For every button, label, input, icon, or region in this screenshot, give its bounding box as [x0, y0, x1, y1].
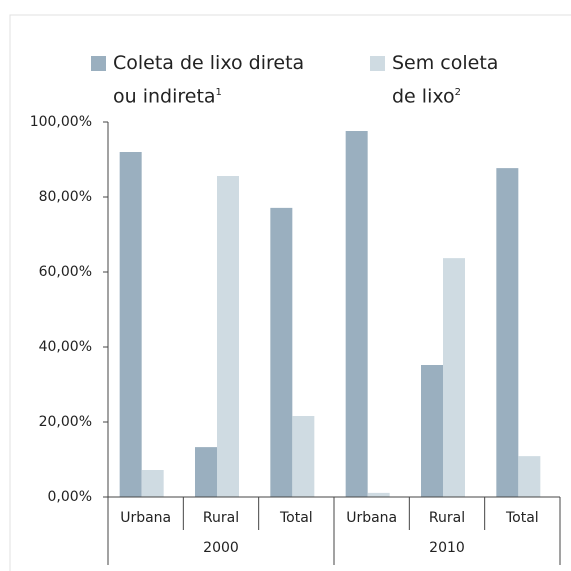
- bar: [367, 492, 390, 497]
- frame: [9, 14, 571, 571]
- legend-label: Sem coleta de lixo: [392, 52, 499, 108]
- bar: [270, 207, 293, 497]
- bar: [217, 176, 239, 497]
- bar: [195, 447, 217, 497]
- y-tick-label: 80,00%: [39, 189, 92, 205]
- legend-swatch: [370, 56, 385, 71]
- bar: [119, 152, 142, 497]
- x-tick-label: Total: [279, 510, 313, 526]
- x-tick-label: Urbana: [120, 510, 171, 526]
- bar: [345, 131, 368, 497]
- y-tick-label: 60,00%: [39, 264, 92, 280]
- legend-entry: Sem coleta de lixo2: [392, 48, 512, 111]
- x-tick-label: Urbana: [346, 510, 397, 526]
- group-label: 2010: [429, 540, 465, 556]
- x-tick-label: Total: [505, 510, 539, 526]
- x-tick-label: Rural: [203, 510, 239, 526]
- bar: [421, 365, 443, 497]
- bar: [292, 416, 315, 497]
- group-label: 2000: [203, 540, 239, 556]
- y-tick-label: 100,00%: [30, 114, 92, 130]
- legend-note: 2: [454, 87, 462, 98]
- bar: [443, 258, 465, 497]
- y-tick-label: 20,00%: [39, 414, 92, 430]
- x-tick-label: Rural: [429, 510, 465, 526]
- legend-note: 1: [215, 87, 222, 98]
- bar: [141, 470, 164, 497]
- y-tick-label: 40,00%: [39, 339, 92, 355]
- bar: [496, 168, 519, 497]
- legend-entry: Coleta de lixo direta ou indireta1: [113, 48, 313, 111]
- y-tick-label: 0,00%: [48, 489, 92, 505]
- legend-label: Coleta de lixo direta ou indireta: [113, 52, 305, 108]
- bar: [518, 456, 541, 497]
- legend-swatch: [91, 56, 106, 71]
